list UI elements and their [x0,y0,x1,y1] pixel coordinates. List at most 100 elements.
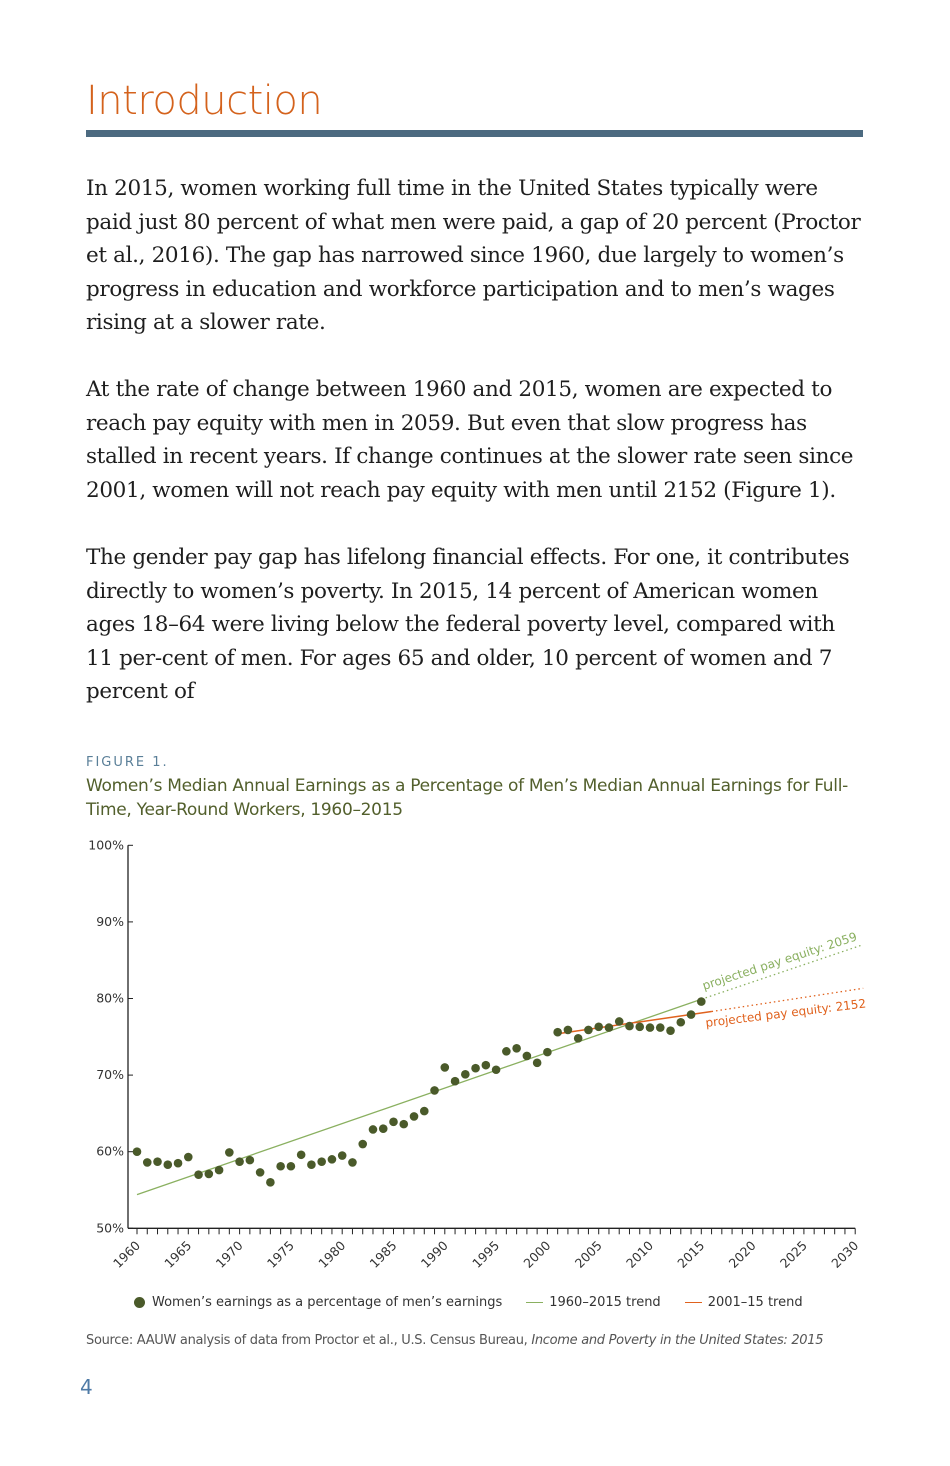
data-point [635,1022,645,1032]
data-point [604,1023,614,1032]
data-point [358,1139,368,1149]
y-tick-label: 50% [96,1220,124,1235]
data-point [625,1021,634,1031]
data-point [225,1148,234,1157]
y-tick-label: 100% [88,837,124,852]
data-point [142,1158,152,1167]
page-number: 4 [80,1375,93,1399]
data-point [512,1043,521,1053]
source-text: Source: AAUW analysis of data from Proct… [86,1333,532,1348]
line-icon [684,1301,702,1304]
data-point [409,1112,419,1121]
x-tick-label: 2000 [520,1238,553,1271]
projection-line-2059 [701,944,864,1000]
body-paragraph: In 2015, women working full time in the … [86,176,861,336]
legend-label: 1960–2015 trend [549,1295,661,1310]
legend-label: 2001–15 trend [707,1295,803,1310]
data-point [584,1025,593,1035]
legend-item-points: Women’s earnings as a percentage of men’… [134,1295,502,1310]
source-title: Income and Poverty in the United States:… [531,1333,824,1348]
data-point [389,1117,398,1127]
data-point [461,1070,470,1079]
data-point [204,1169,214,1179]
data-point [276,1161,285,1171]
data-point [327,1155,337,1164]
data-point [214,1165,224,1175]
data-point [255,1168,265,1177]
data-point [399,1119,409,1129]
data-point [614,1017,624,1026]
data-point [532,1058,542,1068]
y-tick-label: 90% [96,914,124,929]
y-tick-label: 70% [96,1067,124,1082]
data-point [430,1086,439,1095]
x-tick-label: 1980 [315,1238,348,1271]
x-tick-label: 2015 [674,1238,707,1271]
body-paragraph: The gender pay gap has lifelong financia… [86,545,850,705]
data-point [522,1051,532,1061]
chart-legend: Women’s earnings as a percentage of men’… [134,1295,827,1310]
data-point [245,1155,255,1165]
data-point [450,1076,460,1086]
data-point [553,1027,562,1037]
x-tick-label: 1975 [264,1238,297,1271]
data-point [337,1151,347,1160]
data-point [173,1158,183,1168]
data-point [163,1160,173,1170]
data-point [563,1025,573,1035]
data-point [419,1106,429,1116]
data-point [368,1125,378,1134]
figure-label: FIGURE 1. [86,755,169,770]
data-point [481,1060,491,1070]
trend-line-1960-2015 [136,998,702,1196]
x-tick-label: 2005 [572,1238,605,1271]
data-point [655,1023,665,1032]
x-tick-label: 2030 [828,1238,861,1271]
trend-line-2001-2015 [557,1010,712,1035]
data-point [132,1147,142,1156]
data-point [296,1150,306,1160]
annotation-2152: projected pay equity: 2152 [705,996,867,1030]
annotation-2059: projected pay equity: 2059 [701,930,859,993]
data-point [645,1023,655,1032]
line-icon [526,1301,544,1304]
x-tick-label: 2025 [777,1238,810,1271]
data-point [666,1026,675,1035]
data-point [184,1152,193,1162]
data-point [286,1161,296,1171]
earnings-ratio-chart: 50% 60% 70% 80% 90% 100% 1960 1965 1970 1975 1980 1… [88,837,867,1271]
x-tick-label: 1960 [110,1238,143,1271]
data-point [307,1160,316,1170]
legend-label: Women’s earnings as a percentage of men’… [152,1295,503,1310]
x-tick-label: 1970 [213,1238,246,1271]
x-tick-label: 1985 [367,1238,400,1271]
section-heading: Introduction [86,78,323,124]
data-point [543,1047,552,1057]
data-point [697,997,706,1006]
data-point [491,1065,501,1075]
data-point [594,1022,603,1032]
x-tick-label: 2020 [726,1238,759,1271]
figure-title: Women’s Median Annual Earnings as a Perc… [86,776,848,820]
legend-item-trend-1960: 1960–2015 trend [526,1295,661,1310]
data-point [266,1178,275,1187]
data-point [573,1034,583,1043]
legend-item-trend-2001: 2001–15 trend [684,1295,803,1310]
data-point [440,1063,450,1072]
x-tick-label: 1995 [469,1238,502,1271]
dot-icon [134,1297,145,1308]
y-tick-label: 60% [96,1144,124,1159]
data-point [194,1170,203,1179]
data-point [235,1157,244,1166]
data-point [686,1010,696,1019]
projection-line-2152 [711,987,864,1013]
heading-rule [86,130,863,137]
body-paragraph: At the rate of change between 1960 and 2… [86,377,854,503]
data-point [317,1157,326,1166]
x-tick-label: 1965 [161,1238,194,1271]
x-tick-label: 1990 [418,1238,451,1271]
figure-source: Source: AAUW analysis of data from Proct… [86,1333,824,1348]
x-tick-label: 2010 [623,1238,656,1271]
data-point [676,1017,686,1027]
data-point [153,1157,162,1166]
